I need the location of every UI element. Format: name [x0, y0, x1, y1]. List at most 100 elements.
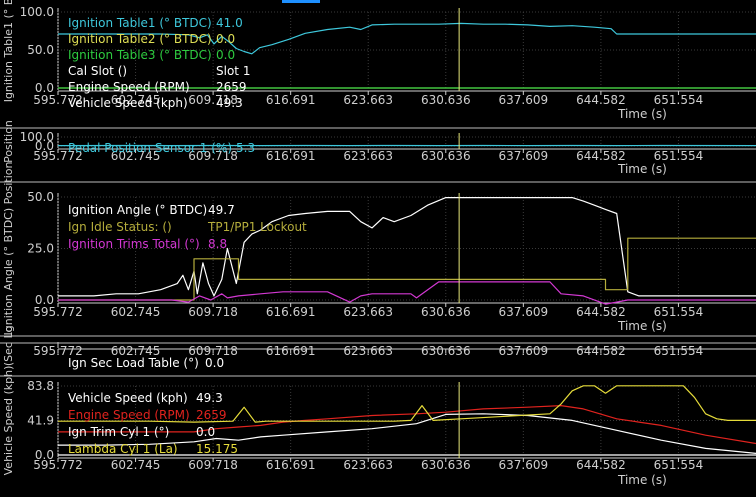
legend-value: 49.3 — [216, 96, 243, 110]
x-tick-label: 644.582 — [576, 149, 626, 163]
y-axis-title: Ignition Angle (° BTDC) Position — [2, 162, 15, 336]
series-line — [58, 22, 756, 55]
x-tick-label: 637.609 — [499, 344, 549, 358]
x-axis-title: Time (s) — [617, 473, 667, 487]
x-tick-label: 651.554 — [654, 149, 704, 163]
legend-value: 15.175 — [196, 442, 238, 456]
x-tick-label: 616.691 — [266, 458, 316, 472]
legend-value: 0.0 — [205, 356, 224, 370]
x-tick-label: 595.772 — [33, 305, 83, 319]
x-tick-label: 595.772 — [33, 149, 83, 163]
legend-value: 41.0 — [216, 16, 243, 30]
x-tick-label: 630.636 — [421, 149, 471, 163]
x-tick-label: 595.772 — [33, 344, 83, 358]
series-line — [58, 237, 756, 301]
x-tick-label: 602.745 — [111, 305, 161, 319]
x-tick-label: 637.609 — [499, 458, 549, 472]
x-tick-label: 616.691 — [266, 305, 316, 319]
legend-value: 0.0 — [196, 425, 215, 439]
x-tick-label: 595.772 — [33, 93, 83, 107]
x-tick-label: 623.663 — [343, 305, 393, 319]
x-tick-label: 623.663 — [343, 344, 393, 358]
legend-value: 2659 — [216, 80, 247, 94]
x-tick-label: 609.718 — [188, 344, 238, 358]
x-tick-label: 630.636 — [421, 305, 471, 319]
x-tick-label: 644.582 — [576, 344, 626, 358]
legend-value: 49.3 — [196, 391, 223, 405]
x-tick-label: 651.554 — [654, 344, 704, 358]
legend-value: 5.3 — [236, 141, 255, 155]
legend-label: Ign Sec Load Table (°) — [68, 356, 199, 370]
x-tick-label: 609.718 — [188, 149, 238, 163]
legend-label: Vehicle Speed (kph) — [68, 391, 188, 405]
legend-label: Pedal Position Sensor 1 (%) — [68, 141, 232, 155]
y-axis-title: Position — [2, 120, 15, 163]
legend-label: Ignition Table2 (° BTDC) — [68, 32, 212, 46]
x-tick-label: 630.636 — [421, 344, 471, 358]
y-tick-label: 100.0 — [20, 5, 54, 19]
x-tick-label: 623.663 — [343, 149, 393, 163]
x-tick-label: 644.582 — [576, 305, 626, 319]
y-tick-label: 100.0 — [20, 130, 54, 144]
x-tick-label: 637.609 — [499, 93, 549, 107]
legend-value: 49.7 — [208, 203, 235, 217]
legend-label: Engine Speed (RPM) — [68, 408, 190, 422]
x-tick-label: 623.663 — [343, 458, 393, 472]
y-tick-label: 0.0 — [35, 139, 54, 153]
y-axis-title: Ignition Table1 (° B — [2, 0, 15, 102]
x-tick-label: 616.691 — [266, 149, 316, 163]
x-tick-label: 630.636 — [421, 93, 471, 107]
legend-label: Cal Slot () — [68, 64, 127, 78]
legend-label: Ignition Angle (° BTDC) — [68, 203, 207, 217]
y-tick-label: 41.9 — [27, 414, 54, 428]
x-tick-label: 602.745 — [111, 458, 161, 472]
x-tick-label: 609.718 — [188, 305, 238, 319]
legend-label: Ign Idle Status: () — [68, 220, 172, 234]
y-tick-label: 0.0 — [35, 81, 54, 95]
x-tick-label: 609.718 — [188, 93, 238, 107]
x-tick-label: 651.554 — [654, 93, 704, 107]
selection-indicator — [282, 0, 320, 3]
y-axis-title: Vehicle Speed (kph) — [2, 366, 15, 476]
x-tick-label: 616.691 — [266, 93, 316, 107]
x-axis-title: Time (s) — [617, 319, 667, 333]
x-tick-label: 644.582 — [576, 93, 626, 107]
x-tick-label: 602.745 — [111, 344, 161, 358]
x-tick-label: 651.554 — [654, 458, 704, 472]
x-axis-title: Time (s) — [617, 107, 667, 121]
legend-value: TP1/PP1 Lockout — [207, 220, 307, 234]
series-line — [58, 385, 756, 423]
legend-label: Ignition Table3 (° BTDC) — [68, 48, 212, 62]
x-tick-label: 602.745 — [111, 93, 161, 107]
series-line — [58, 281, 756, 305]
legend-value: Slot 1 — [216, 64, 250, 78]
x-tick-label: 651.554 — [654, 305, 704, 319]
x-tick-label: 616.691 — [266, 344, 316, 358]
x-tick-label: 637.609 — [499, 149, 549, 163]
x-tick-label: 644.582 — [576, 458, 626, 472]
legend-label: Lambda Cyl 1 (La) — [68, 442, 178, 456]
y-tick-label: 50.0 — [27, 190, 54, 204]
y-tick-label: 83.8 — [27, 379, 54, 393]
legend-label: Ign Trim Cyl 1 (°) — [68, 425, 169, 439]
x-tick-label: 630.636 — [421, 458, 471, 472]
x-axis-title: Time (s) — [617, 162, 667, 176]
legend-value: 0.0 — [216, 48, 235, 62]
legend-value: 2659 — [196, 408, 227, 422]
y-tick-label: 50.0 — [27, 43, 54, 57]
x-tick-label: 637.609 — [499, 305, 549, 319]
legend-label: Ignition Trims Total (°) — [68, 237, 200, 251]
y-axis-title: (Sec Lo — [2, 326, 15, 367]
x-tick-label: 602.745 — [111, 149, 161, 163]
series-line — [58, 413, 756, 454]
legend-label: Vehicle Speed (kph) — [68, 96, 188, 110]
series-line — [58, 405, 756, 445]
x-tick-label: 595.772 — [33, 458, 83, 472]
y-tick-label: 0.0 — [35, 448, 54, 462]
series-line — [58, 197, 756, 297]
y-tick-label: 0.0 — [35, 293, 54, 307]
x-tick-label: 609.718 — [188, 458, 238, 472]
y-tick-label: 25.0 — [27, 242, 54, 256]
